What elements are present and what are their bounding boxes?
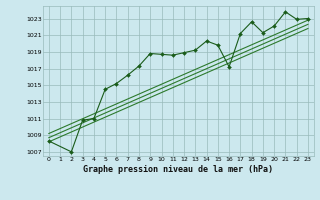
X-axis label: Graphe pression niveau de la mer (hPa): Graphe pression niveau de la mer (hPa)	[84, 165, 273, 174]
